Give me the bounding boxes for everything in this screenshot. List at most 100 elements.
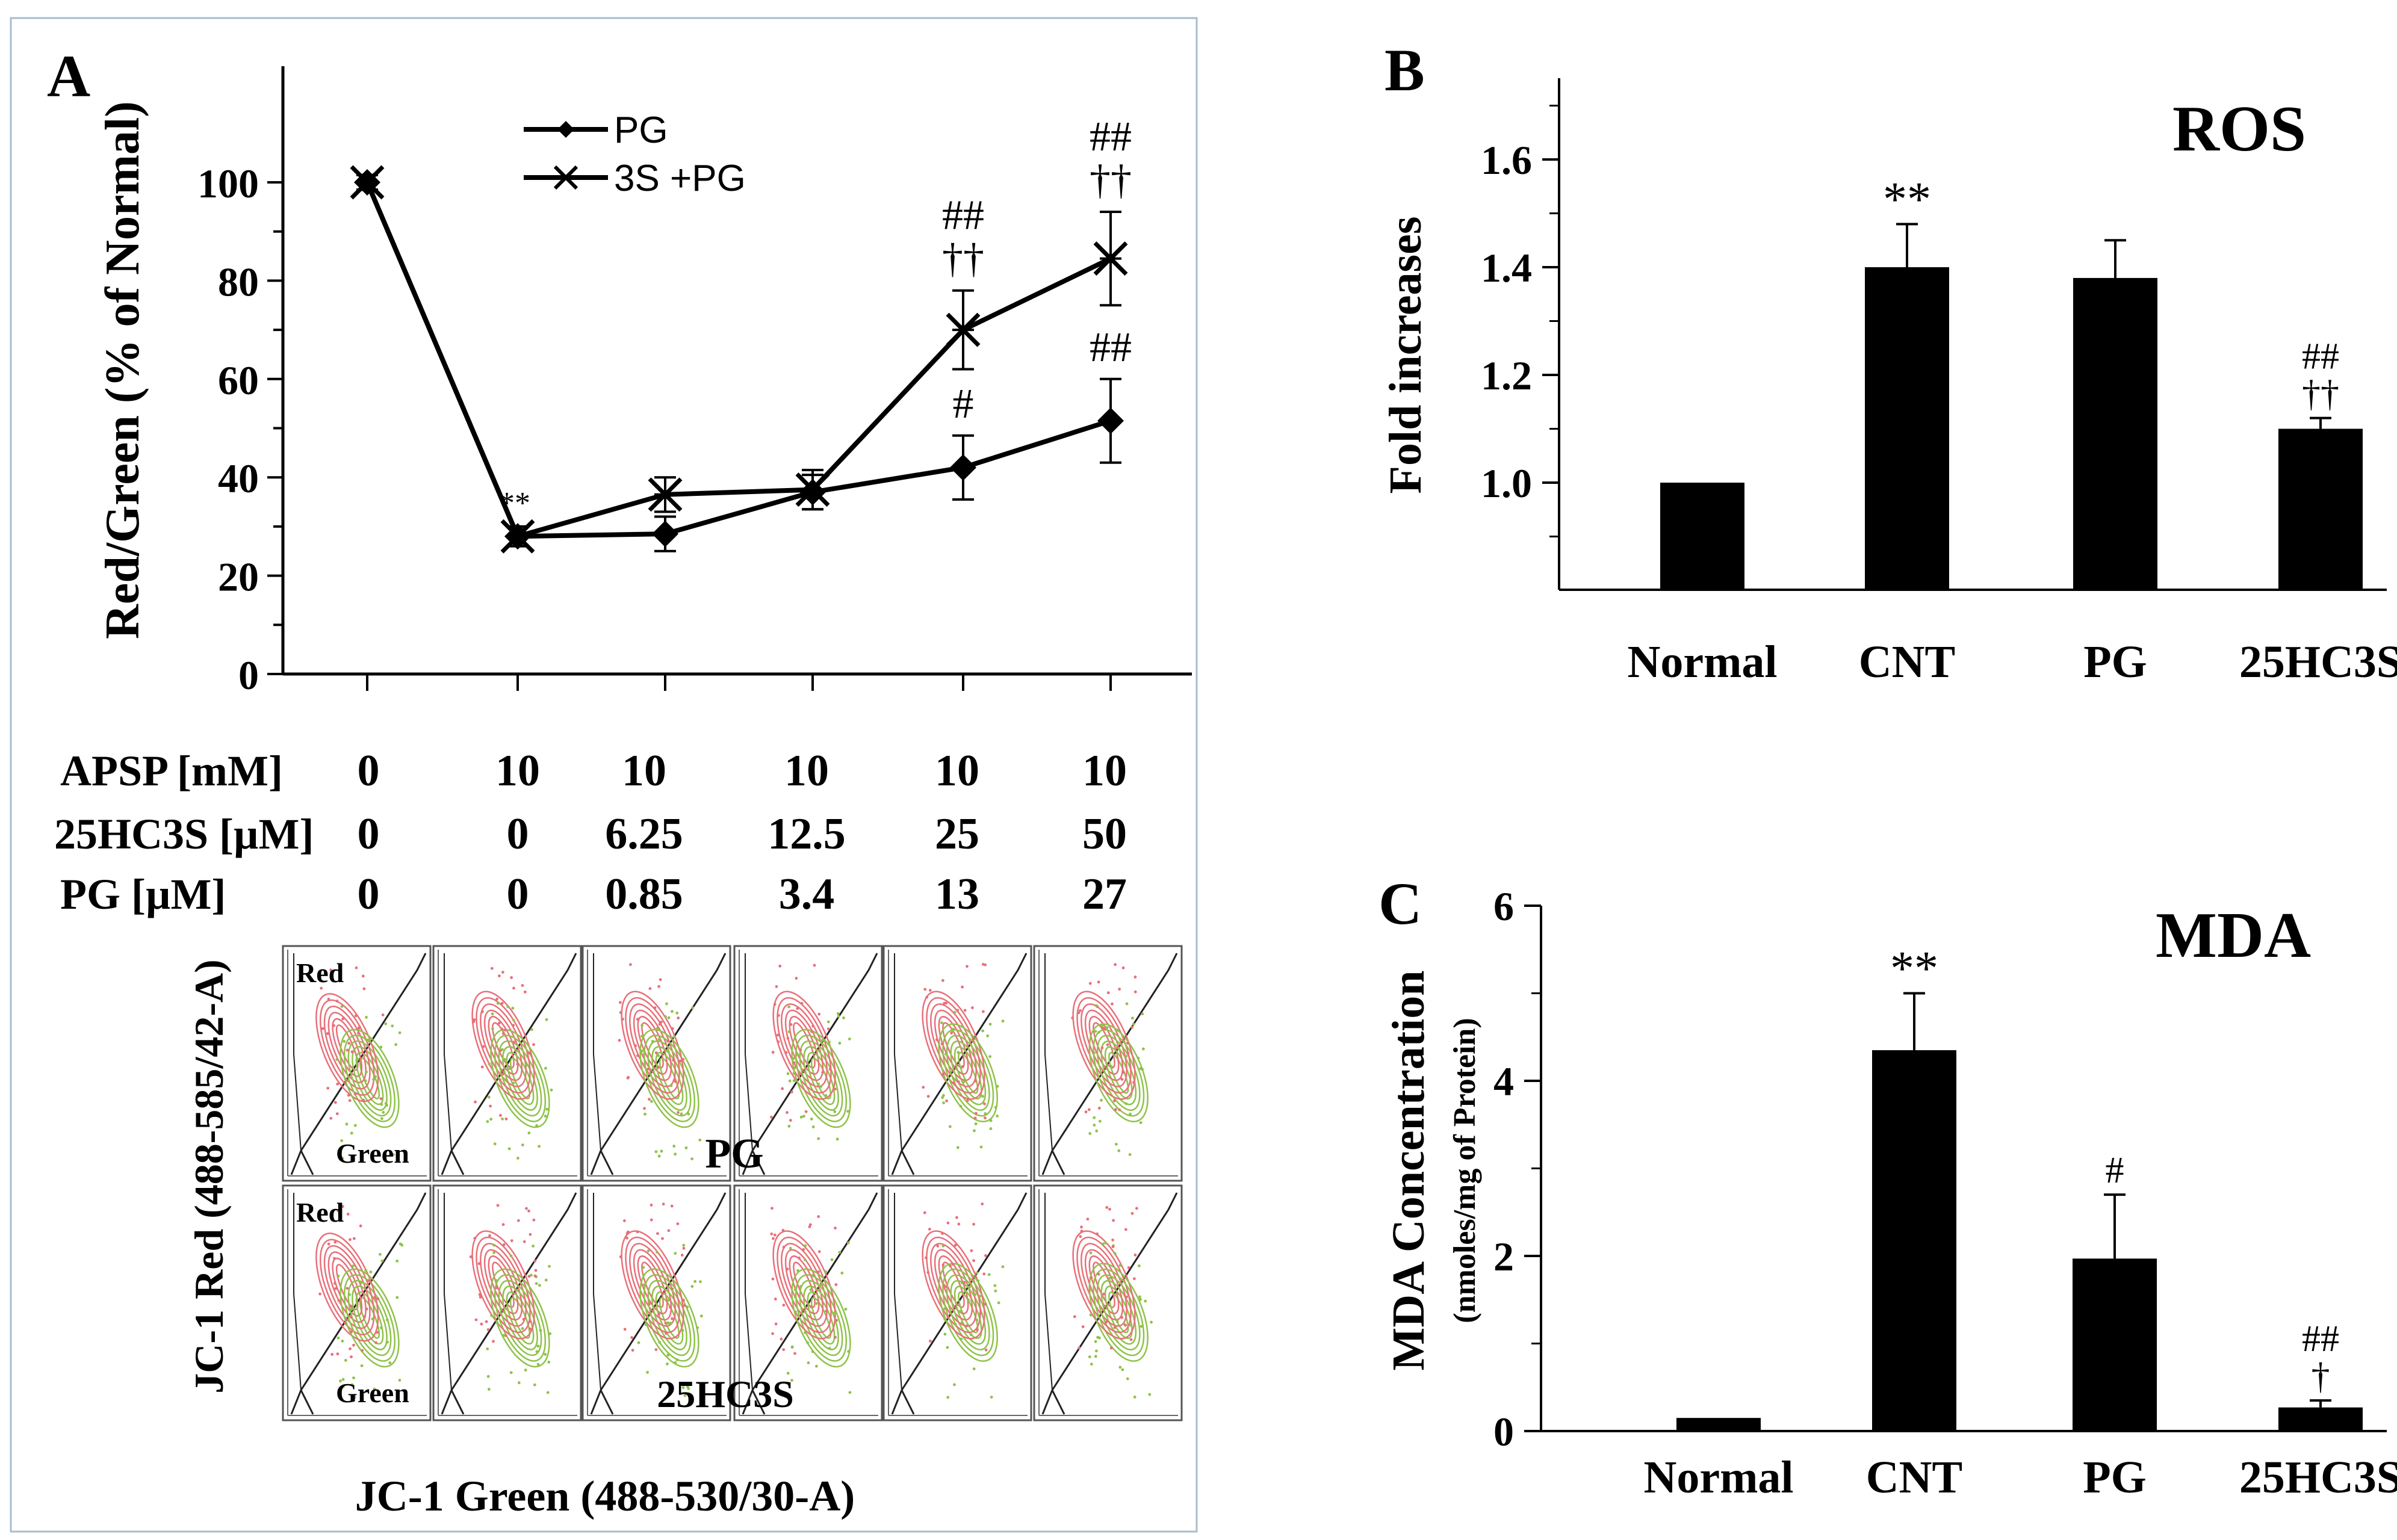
- flow-red-dot: [648, 1098, 651, 1101]
- flow-green-dot: [343, 1040, 346, 1043]
- legend-label-pg: PG: [614, 110, 668, 151]
- flow-red-dot: [834, 1283, 838, 1287]
- flow-green-dot: [544, 1278, 548, 1282]
- panel-a-y-axis-label: Red/Green (% of Normal): [96, 101, 149, 639]
- flow-red-dot: [474, 1100, 477, 1104]
- flow-green-dot: [817, 1137, 820, 1140]
- flow-red-dot: [485, 1320, 488, 1323]
- flow-gate-line: [300, 953, 427, 1151]
- flow-red-dot: [966, 1099, 969, 1102]
- flow-gate-line: [742, 1390, 754, 1415]
- flow-green-contour: [490, 1268, 550, 1368]
- data-point-3s-pg: [795, 472, 830, 507]
- flow-red-contour: [471, 991, 535, 1100]
- flow-green-dot: [690, 1285, 694, 1288]
- flow-green-dot: [502, 1334, 506, 1337]
- flow-green-dot: [667, 1016, 671, 1019]
- flow-red-contour: [938, 1016, 969, 1075]
- flow-red-dot: [680, 1254, 684, 1257]
- flow-red-dot: [804, 1110, 808, 1113]
- significance-mark: ††: [942, 236, 984, 282]
- flow-green-dot: [846, 1110, 850, 1113]
- flow-red-dot: [1120, 1316, 1124, 1319]
- flow-red-contour: [793, 1261, 816, 1308]
- flow-gate-line: [894, 1193, 902, 1391]
- flow-green-dot: [501, 1117, 504, 1121]
- flow-green-dot: [973, 1293, 977, 1296]
- flow-green-dot: [809, 1288, 813, 1291]
- flow-red-dot: [657, 1066, 660, 1069]
- panel-c-y-axis-label: MDA Concentration: [1383, 971, 1434, 1371]
- flow-green-dot: [975, 1319, 979, 1322]
- flow-green-dot: [397, 1153, 400, 1157]
- flow-green-dot: [847, 1350, 851, 1353]
- flow-green-dot: [350, 1131, 353, 1135]
- panel-a-y-tick-label: 0: [238, 652, 259, 698]
- line-chart-a: Red/Green (% of Normal) 0 20 40 60 80 100 ** #…: [96, 66, 1192, 698]
- flow-red-dot: [984, 1348, 988, 1352]
- flow-green-dot: [790, 1379, 793, 1382]
- flow-green-dot: [793, 1295, 797, 1299]
- flow-green-dot: [1117, 1149, 1121, 1152]
- flow-red-dot: [500, 1001, 504, 1005]
- flow-green-dot: [388, 1361, 392, 1364]
- flow-green-dot: [521, 1143, 524, 1146]
- flow-red-dot: [954, 1243, 957, 1247]
- flow-red-dot: [499, 1114, 502, 1117]
- flow-green-dot: [796, 1053, 799, 1056]
- flow-green-dot: [671, 1010, 674, 1013]
- flow-red-contour: [922, 991, 985, 1100]
- flow-gate-line: [1051, 1150, 1065, 1175]
- flow-red-dot: [1079, 1009, 1082, 1012]
- flow-green-dot: [508, 1067, 512, 1070]
- significance-mark: ##: [942, 193, 984, 239]
- flow-red-dot: [1133, 990, 1137, 994]
- flow-red-dot: [320, 986, 323, 990]
- flow-red-dot: [481, 1010, 484, 1013]
- flow-red-dot: [500, 1027, 503, 1031]
- flow-green-dot: [374, 1075, 377, 1078]
- flow-red-dot: [525, 1207, 528, 1210]
- flow-green-dot: [495, 1279, 498, 1282]
- flow-green-dot: [953, 1383, 956, 1387]
- flow-red-contour: [1076, 1236, 1132, 1334]
- flow-red-dot: [335, 1112, 339, 1116]
- conditions-table: APSP [mM] 0 10 10 10 10 10 25HC3S [µM] 0 0 6.25 12.…: [54, 746, 1127, 919]
- panel-a-border: [10, 17, 1198, 1533]
- flow-red-dot: [667, 1229, 671, 1232]
- flow-green-dot: [815, 1302, 818, 1305]
- flow-red-contour: [1072, 991, 1136, 1100]
- flow-green-dot: [833, 1311, 837, 1314]
- panel-a-y-tick-label: 40: [218, 456, 259, 501]
- flow-green-dot: [814, 1037, 817, 1040]
- flow-red-dot: [326, 1032, 329, 1035]
- flow-green-dot: [828, 1041, 831, 1044]
- flow-red-dot: [533, 1274, 537, 1278]
- flow-green-dot: [943, 1317, 947, 1321]
- flow-red-dot: [1088, 982, 1092, 985]
- flow-gate-line: [1051, 953, 1178, 1151]
- condition-value: 10: [622, 746, 666, 796]
- flow-red-dot: [926, 1271, 930, 1274]
- flow-gate-line: [901, 1390, 915, 1415]
- flow-green-contour: [942, 1028, 994, 1117]
- flow-gate-line: [590, 1150, 602, 1175]
- flow-red-dot: [473, 1237, 477, 1240]
- panel-a-y-tick-label: 80: [218, 259, 259, 305]
- flow-gate-line: [290, 1390, 302, 1415]
- flow-red-contour: [641, 1261, 664, 1308]
- flow-red-contour: [327, 1251, 367, 1323]
- flow-red-dot: [676, 1222, 680, 1225]
- flow-red-dot: [534, 1269, 538, 1272]
- flow-green-dot: [1104, 1242, 1108, 1245]
- flow-red-dot: [477, 1262, 481, 1266]
- flow-gate-line: [444, 953, 452, 1151]
- flow-green-dot: [380, 1259, 384, 1263]
- flow-green-dot: [811, 1125, 815, 1129]
- flow-green-dot: [1001, 1265, 1005, 1269]
- flow-red-dot: [1111, 1238, 1114, 1242]
- flow-red-dot: [817, 1270, 820, 1273]
- flow-gate-line: [444, 1193, 452, 1391]
- flow-red-dot: [665, 1332, 668, 1335]
- flow-green-contour: [791, 1028, 851, 1128]
